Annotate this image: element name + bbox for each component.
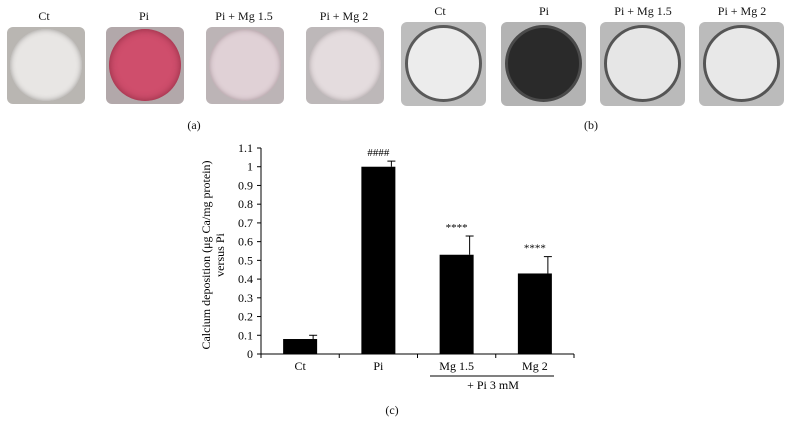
well-b-pimg2-interior bbox=[703, 25, 780, 102]
group-label: + Pi 3 mM bbox=[467, 378, 519, 392]
well-a-pimg15 bbox=[206, 27, 284, 104]
well-b-ct-interior bbox=[405, 25, 482, 102]
well-a-ct-interior bbox=[10, 29, 82, 101]
well-a-pimg2-interior bbox=[309, 29, 381, 101]
well-b-ct bbox=[401, 22, 486, 106]
significance-label: **** bbox=[446, 222, 468, 234]
well-a-pimg15-interior bbox=[209, 29, 281, 101]
x-tick-label: Pi bbox=[373, 359, 384, 373]
well-a-pimg2-label: Pi + Mg 2 bbox=[319, 9, 369, 23]
x-axis: Ct Pi Mg 1.5 Mg 2 bbox=[260, 353, 575, 373]
well-a-ct bbox=[7, 27, 85, 104]
bar bbox=[517, 273, 552, 354]
y-axis: 0 0.1 0.2 0.3 0.4 0.5 0.6 0.7 0.8 0.9 1 1.1 bbox=[238, 141, 262, 361]
y-tick-label: 0.8 bbox=[238, 197, 253, 211]
well-a-pi bbox=[106, 27, 184, 104]
significance-label: **** bbox=[524, 243, 546, 255]
significance-label: #### bbox=[367, 147, 390, 159]
bar bbox=[439, 254, 474, 354]
well-a-pimg2 bbox=[306, 27, 384, 104]
y-tick-label: 0.6 bbox=[238, 235, 253, 249]
well-b-pimg15-interior bbox=[604, 25, 681, 102]
y-tick-label: 1 bbox=[247, 160, 253, 174]
well-a-ct-label: Ct bbox=[38, 9, 50, 23]
y-tick-label: 0.7 bbox=[238, 216, 253, 230]
y-tick-label: 0.2 bbox=[238, 310, 253, 324]
y-tick-label: 0.1 bbox=[238, 328, 253, 342]
panel-a-label: (a) bbox=[187, 118, 201, 132]
y-tick-label: 0.3 bbox=[238, 291, 253, 305]
y-tick-label: 0.9 bbox=[238, 178, 253, 192]
y-tick-label: 1.1 bbox=[238, 141, 253, 155]
y-axis-label-line2: versus Pi bbox=[213, 233, 227, 277]
panel-b-label: (b) bbox=[584, 118, 598, 132]
well-b-pimg2 bbox=[699, 22, 784, 106]
y-tick-label: 0.5 bbox=[238, 253, 253, 267]
well-a-pimg15-label: Pi + Mg 1.5 bbox=[215, 9, 273, 23]
x-tick-label: Mg 1.5 bbox=[439, 359, 474, 373]
bars: #### **** **** bbox=[283, 147, 552, 354]
well-b-pimg15 bbox=[600, 22, 685, 106]
y-tick-label: 0.4 bbox=[238, 272, 253, 286]
y-axis-label-line1: Calcium deposition (μg Ca/mg protein) bbox=[199, 160, 213, 349]
x-tick-label: Ct bbox=[294, 359, 306, 373]
well-b-pi-interior bbox=[505, 25, 582, 102]
well-b-pi-label: Pi bbox=[538, 4, 550, 18]
panel-c-label: (c) bbox=[385, 403, 399, 417]
x-tick-label: Mg 2 bbox=[522, 359, 548, 373]
y-tick-label: 0 bbox=[247, 347, 253, 361]
well-b-pimg2-label: Pi + Mg 2 bbox=[717, 4, 767, 18]
well-a-pi-label: Pi bbox=[138, 9, 150, 23]
bar bbox=[361, 166, 396, 354]
well-b-pimg15-label: Pi + Mg 1.5 bbox=[614, 4, 672, 18]
well-b-pi bbox=[501, 22, 586, 106]
well-a-pi-interior bbox=[109, 29, 181, 101]
well-b-ct-label: Ct bbox=[434, 4, 446, 18]
bar bbox=[283, 339, 318, 354]
